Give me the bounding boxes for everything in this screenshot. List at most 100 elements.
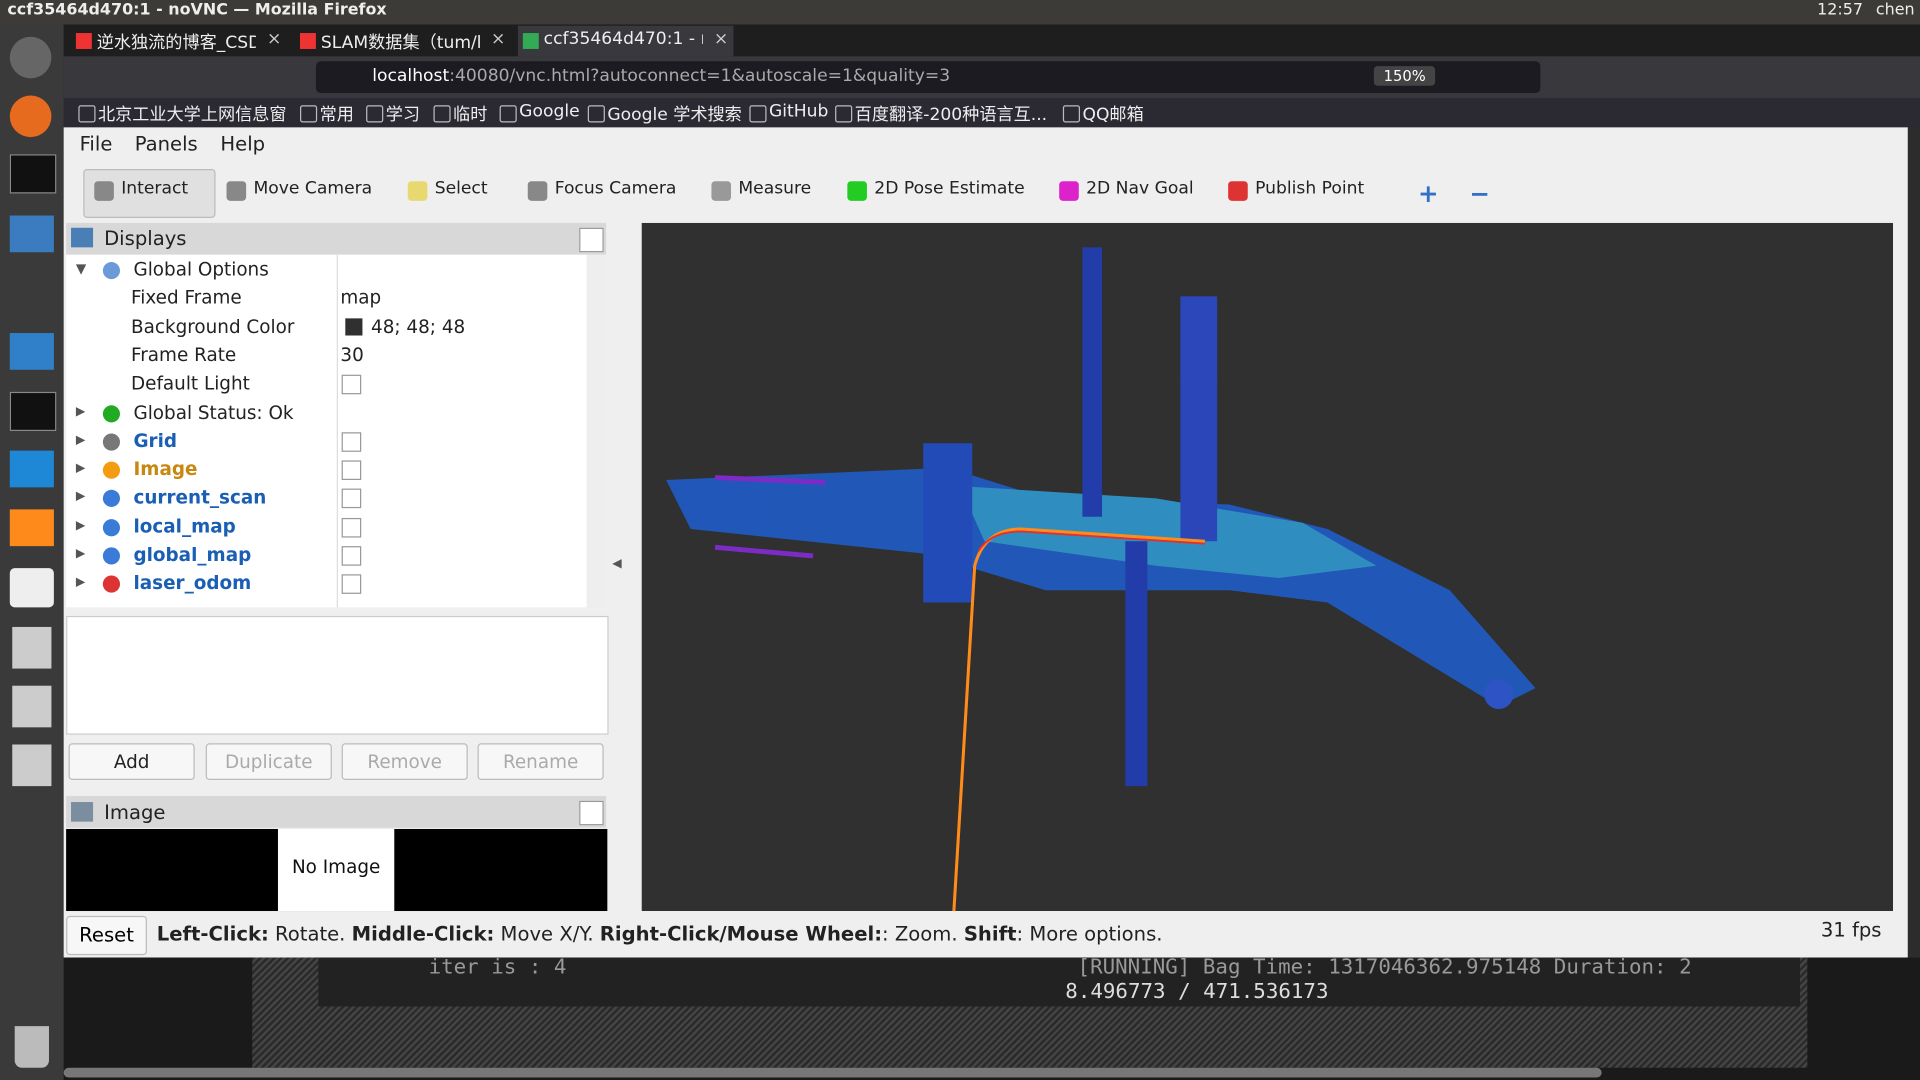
displays-icon (71, 227, 94, 248)
item-icon (102, 518, 121, 536)
panel-title: Displays (104, 226, 187, 250)
url-path: :40080/vnc.html?autoconnect=1&autoscale=… (449, 66, 951, 86)
fps: 31 fps (1820, 918, 1882, 942)
display-item: local_map (133, 515, 236, 538)
menu-item[interactable]: Help (220, 132, 266, 156)
property-value: 30 (340, 343, 364, 366)
launcher-icon[interactable] (9, 154, 57, 194)
zoom-level[interactable]: 150% (1373, 66, 1436, 86)
tool-icon (407, 181, 428, 201)
panel-button[interactable]: Remove (341, 743, 468, 781)
bookmark[interactable]: GitHub (768, 101, 829, 122)
checkbox[interactable] (341, 517, 362, 538)
help-key: Right-Click/Mouse Wheel: (599, 922, 883, 946)
panel-button[interactable]: Add (68, 743, 195, 781)
checkbox[interactable] (341, 374, 362, 395)
cloud-blob (1484, 679, 1514, 709)
tab-close[interactable]: × (713, 29, 729, 49)
launcher-icon[interactable] (12, 685, 52, 728)
bookmark[interactable]: 常用 (319, 105, 354, 125)
launcher-icon[interactable] (12, 626, 52, 669)
scrollbar[interactable] (586, 254, 607, 608)
property-name: Frame Rate (131, 343, 237, 366)
help-key: Middle-Click: (351, 922, 495, 946)
tool-button[interactable]: Publish Point (1255, 178, 1365, 199)
zoom-in[interactable]: + (1417, 178, 1439, 209)
expand-arrow[interactable]: ▶ (75, 575, 86, 590)
tool-icon (527, 181, 548, 201)
tool-button[interactable]: 2D Pose Estimate (874, 178, 1025, 199)
display-tree: ▼ Global Options Fixed Frame map Background … (66, 254, 587, 608)
top-bar (0, 0, 1920, 25)
cloud-region (1180, 296, 1218, 542)
expand-arrow[interactable]: ▶ (75, 547, 86, 561)
launcher (0, 24, 64, 1080)
checkbox[interactable] (341, 431, 362, 452)
item-icon (102, 547, 121, 565)
bookmark[interactable]: Google 学术搜索 (607, 105, 742, 125)
tab[interactable] (517, 25, 734, 57)
panel-title: Image (104, 800, 166, 825)
tool-button[interactable]: Focus Camera (554, 178, 677, 199)
expand-arrow[interactable]: ▶ (75, 433, 86, 447)
checkbox[interactable] (341, 489, 362, 509)
tab-icon (522, 33, 539, 49)
expand-arrow[interactable]: ▶ (75, 518, 86, 533)
launcher-icon[interactable] (9, 333, 54, 370)
tool-button[interactable]: 2D Nav Goal (1086, 178, 1194, 199)
launcher-icon[interactable] (9, 450, 54, 488)
item-icon (102, 433, 121, 451)
bookmark[interactable]: 百度翻译-200种语言互... (854, 105, 1048, 125)
launcher-icon[interactable] (9, 509, 54, 547)
bookmark[interactable]: Google (519, 101, 580, 122)
menu-item[interactable]: Panels (134, 132, 198, 156)
tab-title: ccf35464d470:1 - no\ (543, 29, 703, 49)
displays-header (66, 222, 607, 255)
expand-arrow[interactable]: ▶ (75, 461, 86, 476)
bookmark[interactable]: 学习 (385, 105, 421, 125)
expand-arrow[interactable]: ▶ (75, 490, 86, 504)
url-host: localhost (372, 66, 450, 86)
url-bar[interactable] (315, 61, 1541, 94)
tab-close[interactable]: × (491, 29, 506, 49)
property-name: Background Color (131, 315, 295, 338)
bookmark[interactable]: QQ邮箱 (1082, 105, 1144, 125)
tool-button[interactable]: Interact (121, 178, 189, 199)
bookmark[interactable]: 临时 (453, 105, 488, 125)
launcher-icon[interactable] (9, 36, 52, 79)
trash-icon[interactable] (14, 1026, 49, 1068)
user[interactable]: chen (1875, 1, 1915, 20)
launcher-icon[interactable] (9, 568, 54, 608)
bookmark[interactable]: 北京工业大学上网信息窗 (97, 105, 287, 125)
h-scrollbar[interactable] (63, 1067, 1602, 1078)
launcher-icon[interactable] (12, 744, 52, 787)
display-item: Grid (133, 429, 178, 452)
cloud-region (1125, 541, 1148, 787)
tab-close[interactable]: × (266, 29, 282, 49)
terminal-line: iter is : 4 (428, 955, 567, 980)
render-view[interactable] (641, 222, 1894, 912)
color-swatch (345, 317, 363, 336)
reset-button[interactable]: Reset (66, 915, 147, 956)
zoom-out[interactable]: − (1469, 178, 1490, 209)
launcher-icon[interactable] (9, 215, 54, 253)
panel-button[interactable]: Rename (477, 743, 604, 781)
cloud-region (666, 467, 1536, 707)
collapse-arrow[interactable]: ◀ (612, 557, 622, 571)
expand-arrow[interactable]: ▶ (75, 404, 86, 419)
launcher-icon[interactable] (9, 95, 52, 138)
launcher-icon[interactable] (9, 391, 57, 432)
tool-button[interactable]: Move Camera (253, 178, 373, 199)
expand-arrow[interactable]: ▼ (75, 260, 87, 277)
help-desc: Move X/Y. (494, 922, 600, 946)
tool-button[interactable]: Select (434, 178, 488, 199)
checkbox[interactable] (341, 546, 362, 566)
float-button[interactable] (579, 227, 604, 253)
float-button[interactable] (579, 800, 604, 826)
panel-button[interactable]: Duplicate (205, 743, 332, 781)
tool-button[interactable]: Measure (738, 178, 812, 199)
checkbox[interactable] (341, 574, 362, 595)
menu-item[interactable]: File (79, 132, 113, 156)
checkbox[interactable] (341, 460, 362, 481)
tab-strip (63, 24, 1920, 57)
